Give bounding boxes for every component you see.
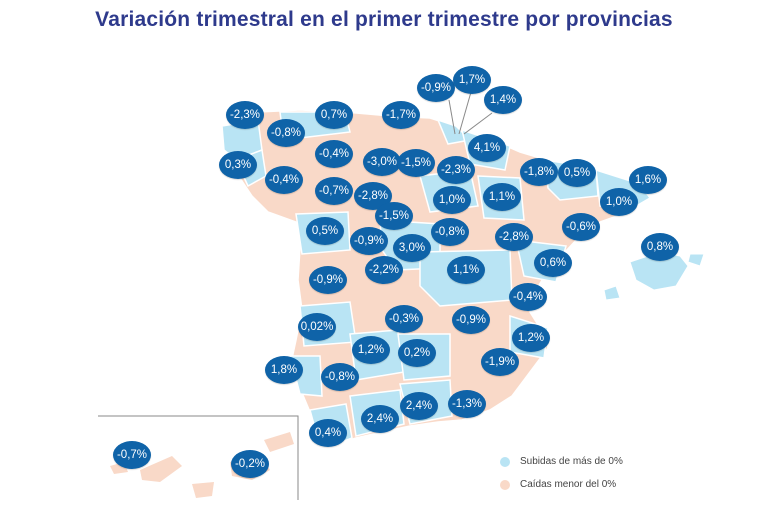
province-value-girona: 1,6% (629, 166, 667, 194)
province-value-navarra-label: 1,4% (484, 86, 522, 114)
province-value-cadiz: 0,4% (309, 419, 347, 447)
province-value-caceres: -0,9% (309, 266, 347, 294)
province-value-albacete: -0,9% (452, 306, 490, 334)
province-value-valladolid: -2,8% (354, 182, 392, 210)
province-value-murcia: -1,9% (481, 348, 519, 376)
province-value-la-rioja: 1,0% (433, 186, 471, 214)
province-value-cordoba: 1,2% (352, 336, 390, 364)
province-value-cuenca: 1,1% (447, 256, 485, 284)
province-value-palencia: -3,0% (363, 148, 401, 176)
province-value-huelva: 1,8% (265, 356, 303, 384)
province-value-huesca: -1,8% (520, 158, 558, 186)
province-value-gipuzkoa: 1,7% (453, 66, 491, 94)
province-value-guadalajara: -0,8% (431, 218, 469, 246)
province-value-castellon: -0,4% (509, 283, 547, 311)
province-value-pontevedra: 0,3% (219, 151, 257, 179)
province-value-navarra: 4,1% (468, 134, 506, 162)
province-value-valencia: 1,2% (512, 324, 550, 352)
province-value-alava: -2,3% (437, 156, 475, 184)
legend-fall-label: Caídas menor del 0% (520, 479, 617, 490)
province-value-las-palmas: -0,2% (231, 450, 269, 478)
province-value-sevilla: -0,8% (321, 363, 359, 391)
province-value-baleares: 0,8% (641, 233, 679, 261)
legend-rise-swatch (500, 456, 510, 467)
province-value-lugo: -0,8% (267, 119, 305, 147)
province-value-barcelona: 1,0% (600, 188, 638, 216)
province-value-burgos: -1,5% (397, 149, 435, 177)
province-value-malaga: 2,4% (361, 405, 399, 433)
province-value-ourense: -0,4% (265, 166, 303, 194)
legend-rise-label: Subidas de más de 0% (520, 456, 623, 467)
province-value-lleida: 0,5% (558, 159, 596, 187)
province-value-almeria: -1,3% (448, 390, 486, 418)
legend-fall-swatch (500, 479, 510, 490)
province-value-soria: 1,1% (483, 183, 521, 211)
province-value-jaen: 0,2% (398, 339, 436, 367)
province-value-asturias: 0,7% (315, 101, 353, 129)
province-value-cantabria: -1,7% (382, 101, 420, 129)
province-value-tarragona: -0,6% (562, 213, 600, 241)
province-value-a-coruna: -2,3% (226, 101, 264, 129)
province-value-teruel: 0,6% (534, 249, 572, 277)
province-value-madrid: 3,0% (393, 234, 431, 262)
province-value-salamanca: 0,5% (306, 217, 344, 245)
province-value-granada: 2,4% (400, 392, 438, 420)
legend-rise: Subidas de más de 0% (500, 456, 623, 467)
legend-fall: Caídas menor del 0% (500, 479, 616, 490)
leader-lines (448, 91, 493, 135)
province-value-ciudad-real: -0,3% (385, 305, 423, 333)
province-value-badajoz: 0,02% (298, 313, 336, 341)
map-title: Variación trimestral en el primer trimes… (95, 8, 673, 31)
province-value-avila: -0,9% (350, 227, 388, 255)
province-value-segovia: -1,5% (375, 202, 413, 230)
province-value-santa-cruz-tenerife: -0,7% (113, 441, 151, 469)
province-value-zamora: -0,7% (315, 177, 353, 205)
province-value-leon: -0,4% (315, 140, 353, 168)
province-value-toledo: -2,2% (365, 256, 403, 284)
canary-inset-frame (98, 415, 299, 500)
province-value-zaragoza: -2,8% (495, 223, 533, 251)
province-value-bizkaia: -0,9% (417, 74, 455, 102)
